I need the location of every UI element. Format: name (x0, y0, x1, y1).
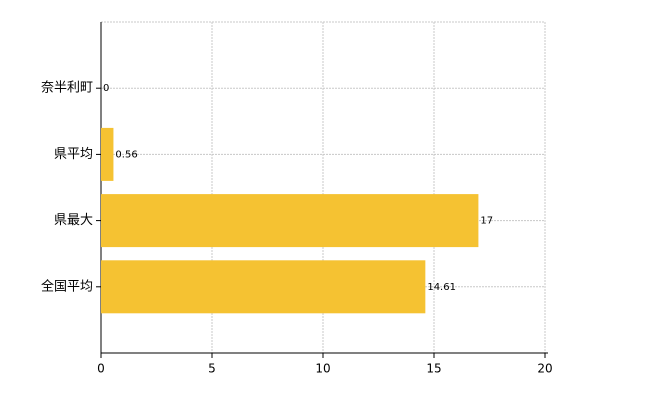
bar (101, 194, 479, 248)
bar (101, 260, 426, 314)
x-tick-label: 0 (97, 362, 105, 376)
x-tick-label: 20 (537, 362, 552, 376)
x-tick-label: 5 (208, 362, 216, 376)
y-tick-label: 全国平均 (41, 278, 93, 294)
value-label: 0 (103, 83, 109, 94)
y-tick-label: 奈半利町 (41, 81, 93, 96)
value-label: 0.56 (115, 149, 137, 160)
x-tick-label: 10 (315, 362, 330, 376)
value-label: 17 (480, 216, 493, 227)
value-label: 14.61 (427, 282, 456, 293)
bar (101, 127, 114, 181)
y-tick-label: 県最大 (54, 213, 93, 228)
x-tick-label: 15 (426, 362, 441, 376)
y-tick-label: 県平均 (54, 147, 93, 162)
